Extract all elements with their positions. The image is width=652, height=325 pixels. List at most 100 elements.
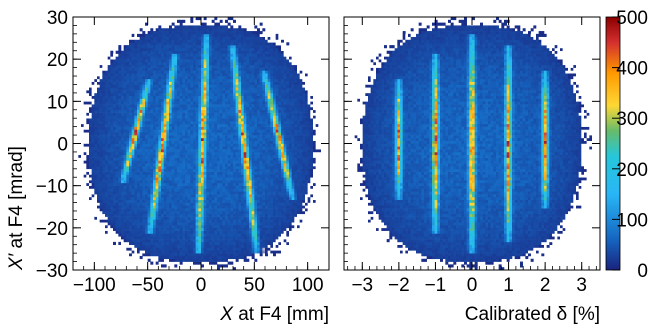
heatmap-cell [99,73,103,77]
heatmap-cell [198,42,202,46]
heatmap-cell [177,194,180,198]
heatmap-cell [225,157,228,161]
heatmap-cell [86,115,90,119]
heatmap-cell [137,36,140,40]
heatmap-cell [206,151,210,156]
heatmap-cell [129,42,132,46]
heatmap-cell [227,76,231,80]
heatmap-cell [145,109,148,113]
heatmap-cell [83,135,87,139]
heatmap-cell [187,199,191,203]
heatmap-cell [233,61,236,66]
heatmap-cell [161,185,164,189]
heatmap-cell [113,95,116,99]
heatmap-cell [174,253,178,257]
heatmap-cell [131,180,135,184]
heatmap-cell [78,157,82,161]
heatmap-cell [187,73,191,77]
heatmap-cell [145,135,148,139]
heatmap-cell [243,61,247,66]
heatmap-cell [195,261,199,265]
heatmap-cell [158,163,162,167]
heatmap-cell [214,255,218,260]
heatmap-cell [113,149,116,153]
heatmap-cell [171,22,175,26]
heatmap-cell [185,247,188,251]
heatmap-cell [190,253,194,257]
heatmap-cell [163,208,167,212]
heatmap-cell [177,258,180,262]
heatmap-cell [214,205,218,209]
heatmap-cell [99,154,103,158]
heatmap-cell [126,109,130,113]
heatmap-cell [155,115,159,119]
heatmap-cell [174,213,178,217]
heatmap-cell [113,213,116,217]
heatmap-cell [185,84,188,88]
heatmap-cell [185,146,188,150]
heatmap-cell [174,39,178,43]
heatmap-cell [131,56,135,60]
heatmap-cell [75,112,79,116]
heatmap-cell [153,132,156,136]
heatmap-cell [129,236,132,240]
heatmap-cell [190,241,194,245]
heatmap-cell [126,84,130,88]
heatmap-cell [185,227,188,231]
heatmap-cell [81,137,84,141]
heatmap-cell [195,154,199,158]
heatmap-cell [169,143,172,147]
heatmap-cell [233,174,236,178]
heatmap-cell [243,177,247,181]
heatmap-cell [174,135,178,139]
heatmap-cell [115,87,119,91]
heatmap-cell [169,230,172,234]
heatmap-cell [118,98,122,102]
heatmap-cell [217,241,220,245]
heatmap-cell [179,118,183,122]
heatmap-cell [107,160,111,164]
heatmap-cell [78,225,82,229]
heatmap-cell [166,59,170,63]
heatmap-cell [169,47,172,52]
heatmap-cell [201,196,204,201]
heatmap-cell [195,160,199,164]
heatmap-cell [241,180,244,184]
heatmap-cell [163,222,167,226]
heatmap-cell [126,196,130,201]
heatmap-cell [97,194,100,198]
heatmap-cell [161,106,164,111]
heatmap-cell [153,33,156,37]
heatmap-cell [198,177,202,181]
heatmap-cell [190,121,194,125]
heatmap-cell [235,42,239,46]
heatmap-cell [233,182,236,186]
heatmap-cell [190,53,194,57]
heatmap-cell [182,104,186,108]
heatmap-cell [214,25,218,29]
heatmap-cell [233,177,236,181]
heatmap-cell [179,126,183,130]
heatmap-cell [182,45,186,49]
heatmap-cell [171,67,175,71]
heatmap-cell [147,76,151,80]
heatmap-cell [155,64,159,68]
heatmap-cell [150,143,154,147]
heatmap-cell [161,247,164,251]
heatmap-cell [185,90,188,94]
heatmap-cell [190,36,194,40]
heatmap-cell [195,98,199,102]
heatmap-cell [150,121,154,125]
heatmap-cell [217,106,220,111]
heatmap-cell [185,154,188,158]
heatmap-cell [113,135,116,139]
heatmap-cell [238,140,242,144]
heatmap-cell [217,31,220,35]
heatmap-cell [99,188,103,192]
heatmap-cell [177,255,180,260]
heatmap-cell [171,180,175,184]
heatmap-cell [145,47,148,52]
heatmap-cell [195,185,199,189]
heatmap-cell [126,199,130,203]
heatmap-cell [99,208,103,212]
